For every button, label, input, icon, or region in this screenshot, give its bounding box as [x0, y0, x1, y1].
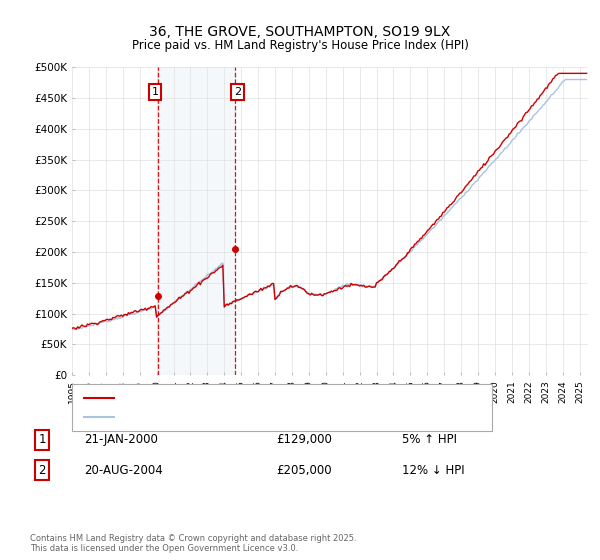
Text: 12% ↓ HPI: 12% ↓ HPI — [402, 464, 464, 477]
Text: 5% ↑ HPI: 5% ↑ HPI — [402, 433, 457, 446]
Text: £129,000: £129,000 — [276, 433, 332, 446]
Text: 1: 1 — [38, 433, 46, 446]
Text: 36, THE GROVE, SOUTHAMPTON, SO19 9LX: 36, THE GROVE, SOUTHAMPTON, SO19 9LX — [149, 25, 451, 39]
Text: 2: 2 — [234, 87, 241, 97]
Text: 20-AUG-2004: 20-AUG-2004 — [84, 464, 163, 477]
Text: Contains HM Land Registry data © Crown copyright and database right 2025.
This d: Contains HM Land Registry data © Crown c… — [30, 534, 356, 553]
Text: 36, THE GROVE, SOUTHAMPTON, SO19 9LX (detached house): 36, THE GROVE, SOUTHAMPTON, SO19 9LX (de… — [123, 393, 443, 403]
Text: £205,000: £205,000 — [276, 464, 332, 477]
Bar — [158, 67, 235, 375]
Text: 21-JAN-2000: 21-JAN-2000 — [84, 433, 158, 446]
Text: 1: 1 — [151, 87, 158, 97]
Text: 2: 2 — [38, 464, 46, 477]
Text: Price paid vs. HM Land Registry's House Price Index (HPI): Price paid vs. HM Land Registry's House … — [131, 39, 469, 52]
Text: HPI: Average price, detached house, Southampton: HPI: Average price, detached house, Sout… — [123, 412, 386, 422]
